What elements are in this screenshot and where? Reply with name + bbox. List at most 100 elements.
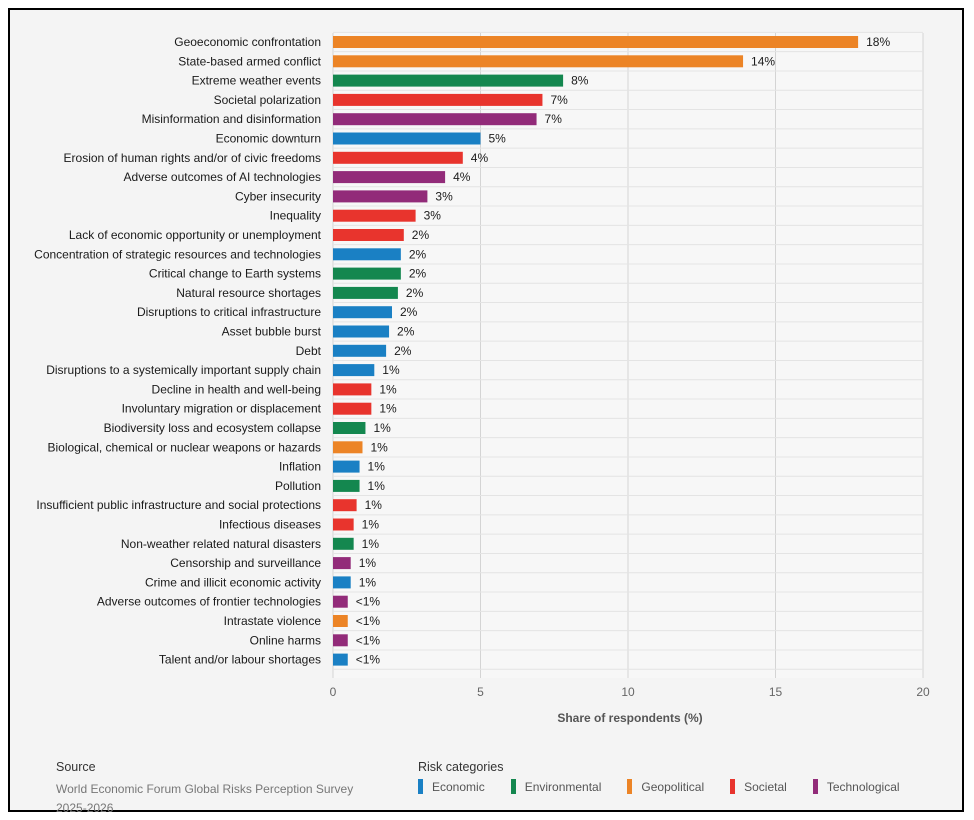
source-text: World Economic Forum Global Risks Percep… xyxy=(56,782,354,815)
source-heading: Source xyxy=(56,760,96,774)
category-label: Inflation xyxy=(279,460,321,474)
category-label: Biological, chemical or nuclear weapons … xyxy=(48,440,321,454)
x-tick-label: 20 xyxy=(916,685,930,699)
bar xyxy=(333,441,363,454)
category-label: Misinformation and disinformation xyxy=(142,112,321,126)
legend-item-technological: Technological xyxy=(812,779,900,794)
bar-chart: Geoeconomic confrontation 18% State-based … xyxy=(34,31,930,725)
legend-heading: Risk categories xyxy=(418,760,504,774)
category-label: Pollution xyxy=(275,479,321,493)
legend-item-economic: Economic xyxy=(418,779,485,794)
legend-swatch-societal xyxy=(730,779,736,794)
bar xyxy=(333,248,401,261)
value-label: 5% xyxy=(489,132,507,146)
x-tick-label: 15 xyxy=(769,685,783,699)
bar xyxy=(333,36,859,48)
legend-label-societal: Societal xyxy=(744,779,787,794)
value-label: 1% xyxy=(368,479,386,493)
category-label: Intrastate violence xyxy=(224,614,322,628)
value-label: 4% xyxy=(471,151,489,165)
bar xyxy=(333,171,446,184)
bar xyxy=(333,132,481,145)
value-label: 1% xyxy=(359,556,377,570)
category-label: Online harms xyxy=(250,633,321,647)
legend-swatch-technological xyxy=(812,779,818,794)
x-axis-title: Share of respondents (%) xyxy=(557,711,702,725)
bar xyxy=(333,286,398,299)
category-label: Cyber insecurity xyxy=(235,189,321,203)
category-label: Critical change to Earth systems xyxy=(149,267,321,281)
category-label: State-based armed conflict xyxy=(178,54,321,68)
category-label: Inequality xyxy=(270,209,321,223)
bar xyxy=(333,344,387,357)
bar xyxy=(333,422,366,434)
x-tick-label: 5 xyxy=(477,685,484,699)
category-label: Adverse outcomes of AI technologies xyxy=(124,170,321,184)
bar xyxy=(333,595,348,608)
value-label: 1% xyxy=(362,518,380,532)
bar xyxy=(333,306,392,319)
legend-label-economic: Economic xyxy=(432,779,485,794)
category-label: Non-weather related natural disasters xyxy=(121,537,321,551)
category-label: Censorship and surveillance xyxy=(170,556,321,570)
category-label: Societal polarization xyxy=(214,93,321,107)
value-label: 2% xyxy=(406,286,424,300)
bar xyxy=(333,499,357,512)
bar xyxy=(333,576,351,589)
value-label: 8% xyxy=(571,74,589,88)
bar xyxy=(333,229,404,241)
category-label: Involuntary migration or displacement xyxy=(122,402,322,416)
value-label: 2% xyxy=(412,228,430,242)
legend-label-technological: Technological xyxy=(826,779,900,794)
bar xyxy=(333,325,390,338)
category-label: Crime and illicit economic activity xyxy=(145,575,321,589)
category-label: Disruptions to a systemically important … xyxy=(46,363,321,377)
value-label: <1% xyxy=(356,595,381,609)
value-label: 1% xyxy=(359,575,377,589)
value-label: 2% xyxy=(409,247,427,261)
category-label: Natural resource shortages xyxy=(176,286,321,300)
value-label: 14% xyxy=(751,54,775,68)
legend-swatch-economic xyxy=(418,779,423,794)
category-label: Talent and/or labour shortages xyxy=(159,653,321,667)
value-label: 1% xyxy=(373,421,391,435)
chart-frame: Geoeconomic confrontation 18% State-based … xyxy=(8,8,964,815)
category-label: Insufficient public infrastructure and s… xyxy=(36,498,321,512)
value-label: 7% xyxy=(550,93,568,107)
bar xyxy=(333,537,354,550)
value-label: 4% xyxy=(453,170,471,184)
bar xyxy=(333,653,348,666)
category-label: Economic downturn xyxy=(216,132,321,146)
bar xyxy=(333,55,744,68)
x-tick-label: 10 xyxy=(621,685,635,699)
value-label: 3% xyxy=(435,189,453,203)
bar xyxy=(333,190,428,203)
value-label: 1% xyxy=(379,382,397,396)
value-label: 7% xyxy=(545,112,563,126)
bar xyxy=(333,383,372,396)
value-label: 2% xyxy=(394,344,412,358)
bar xyxy=(333,634,348,647)
value-label: 2% xyxy=(409,267,427,281)
bar xyxy=(333,151,463,164)
bar xyxy=(333,74,564,87)
bar xyxy=(333,209,416,222)
category-label: Decline in health and well-being xyxy=(152,382,321,396)
legend: Economic Environmental Geopolitical Soci… xyxy=(418,779,926,794)
bar xyxy=(333,364,375,377)
category-label: Extreme weather events xyxy=(192,74,321,88)
category-label: Biodiversity loss and ecosystem collapse xyxy=(104,421,322,435)
value-label: 1% xyxy=(368,460,386,474)
legend-item-geopolitical: Geopolitical xyxy=(627,779,704,794)
value-label: <1% xyxy=(356,614,381,628)
value-label: 1% xyxy=(382,363,400,377)
bar xyxy=(333,615,348,627)
category-label: Lack of economic opportunity or unemploy… xyxy=(69,228,322,242)
bar xyxy=(333,267,401,280)
category-label: Adverse outcomes of frontier technologie… xyxy=(97,595,321,609)
bar xyxy=(333,460,360,473)
bar xyxy=(333,479,360,492)
bar xyxy=(333,518,354,531)
bar xyxy=(333,402,372,415)
category-label: Infectious diseases xyxy=(219,518,321,532)
